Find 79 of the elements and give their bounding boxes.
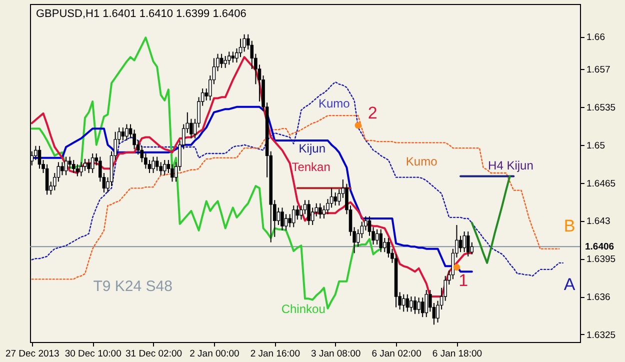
x-tick-label: 27 Dec 2013 (5, 348, 60, 360)
y-tick-label: 1.643 (586, 216, 610, 228)
candlestick (375, 228, 379, 245)
candlestick (76, 164, 80, 177)
candlestick (284, 214, 288, 231)
y-tick-label: 1.657 (586, 64, 610, 76)
candlestick (280, 207, 284, 231)
candlestick (402, 294, 406, 312)
line-series (470, 175, 511, 264)
x-tick-label: 30 Dec 10:00 (64, 348, 122, 360)
candlestick (424, 290, 428, 318)
annotation: Kumo (406, 154, 438, 169)
candlestick (318, 202, 322, 219)
candlestick (87, 158, 90, 174)
x-tick-label: 3 Jan 08:00 (311, 348, 361, 360)
candlestick (80, 162, 83, 177)
y-tick-label: 1.66 (586, 32, 605, 43)
candlestick (296, 205, 300, 220)
annotation: Kumo (318, 96, 350, 111)
y-tick-label: 1.65 (586, 140, 605, 152)
candlestick (227, 51, 231, 66)
candlestick (60, 162, 64, 176)
candlestick (56, 162, 60, 182)
annotation: A (564, 275, 576, 294)
candlestick (368, 216, 372, 236)
candlestick (64, 156, 68, 176)
candlestick (310, 207, 314, 226)
annotation: H4 Kijun (488, 158, 534, 173)
candlestick (466, 231, 470, 257)
y-tick-label: 1.6325 (586, 330, 616, 341)
candlestick (292, 205, 296, 228)
candlestick (288, 214, 292, 228)
y-tick-label: 1.6465 (586, 178, 616, 190)
annotation: T9 K24 S48 (93, 278, 172, 296)
candlestick (148, 160, 152, 174)
x-tick-label: 6 Jan 18:00 (432, 348, 482, 360)
candlestick (413, 296, 417, 314)
candlestick (72, 160, 76, 174)
candlestick (90, 153, 94, 174)
y-tick-label: 1.6535 (586, 102, 616, 114)
candlestick (224, 56, 227, 68)
chart-title: GBPUSD,H1 1.6401 1.6410 1.6399 1.6406 (36, 8, 246, 20)
candlestick (420, 297, 424, 318)
annotation: Chinkou (281, 302, 326, 316)
candlestick (121, 127, 125, 141)
candlestick (238, 38, 242, 58)
annotation: 2 (368, 104, 378, 123)
annotation: Kijun (298, 142, 326, 156)
x-tick-label: 31 Dec 02:00 (126, 348, 182, 360)
x-tick-label: 2 Jan 16:00 (250, 348, 300, 360)
ref-line-label: 1.6406 (585, 242, 614, 253)
y-tick-label: 1.6395 (586, 254, 616, 266)
annotation: 1 (458, 271, 468, 290)
candlestick (220, 53, 224, 68)
candlestick (417, 297, 420, 314)
candlestick (45, 164, 49, 196)
candlestick (170, 164, 174, 182)
candlestick (322, 205, 326, 219)
candlestick (125, 124, 128, 141)
annotation: Tenkan (292, 160, 330, 174)
candlestick (231, 51, 235, 63)
candlestick (379, 228, 383, 253)
candlestick (307, 200, 310, 226)
x-tick-label: 6 Jan 02:00 (372, 348, 422, 360)
candlestick (38, 145, 42, 170)
y-tick-label: 1.636 (586, 292, 610, 303)
candlestick (410, 296, 413, 312)
candlestick (163, 160, 166, 176)
candlestick (152, 156, 155, 174)
candlestick (462, 231, 466, 253)
candlestick (68, 156, 72, 170)
candlestick (83, 158, 87, 172)
candlestick (383, 238, 386, 253)
x-tick-label: 2 Jan 00:00 (190, 348, 240, 360)
candlestick (155, 156, 159, 172)
annotation: B (564, 216, 576, 236)
candlestick (334, 192, 337, 206)
candlestick (458, 235, 462, 253)
candlestick (276, 207, 280, 226)
